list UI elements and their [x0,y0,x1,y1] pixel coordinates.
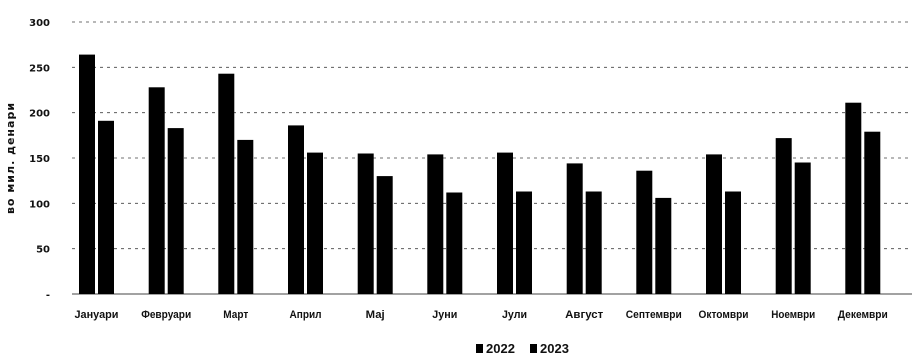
y-tick-100: 100 [29,199,50,210]
x-tick-11: Ноември [771,309,815,321]
x-tick-4: Април [290,309,322,321]
y-tick-150: 150 [29,154,50,165]
bar-2022-8 [566,163,583,294]
x-tick-7: Јули [502,309,527,321]
legend-label-2022: 2022 [486,341,515,356]
y-tick-250: 250 [29,63,50,74]
x-tick-6: Јуни [432,309,457,321]
x-axis-ticks: Јануари Февруари Март Април Мај Јуни Јули Авгус… [75,309,888,321]
legend-swatch-2022 [476,344,483,353]
bar-2023-5 [376,176,393,294]
y-tick-50: 50 [36,245,50,256]
bars [79,54,881,295]
bar-2022-12 [845,102,862,294]
bar-2023-1 [98,120,114,294]
x-tick-12: Декември [838,309,888,321]
bar-2022-6 [427,154,444,294]
bar-2023-11 [794,162,811,294]
bar-2023-6 [446,192,463,294]
x-tick-10: Октомври [699,309,749,321]
x-tick-5: Мај [366,309,385,321]
x-tick-3: Март [223,309,249,321]
gridlines [72,21,912,295]
y-axis-ticks: - 50 100 150 200 250 300 [29,18,50,301]
x-tick-9: Септември [626,309,682,321]
bar-2023-4 [307,152,323,294]
x-tick-1: Јануари [75,309,119,321]
bar-2023-9 [655,197,672,294]
y-tick-300: 300 [29,18,50,29]
bar-2023-8 [585,191,602,294]
y-tick-0: - [46,290,50,301]
legend: 2022 2023 [476,341,569,356]
x-tick-2: Февруари [141,309,191,321]
bar-2023-3 [237,139,254,294]
bar-2022-2 [148,87,165,294]
y-axis-label: во мил. денари [4,102,17,214]
bar-2022-7 [497,152,513,294]
legend-label-2023: 2023 [540,341,569,356]
bar-2022-4 [288,125,304,295]
bar-2022-9 [636,170,653,294]
y-tick-200: 200 [29,109,50,120]
bar-2022-11 [775,138,792,294]
bar-2022-1 [79,54,95,294]
legend-swatch-2023 [530,344,537,353]
bar-2023-2 [167,128,184,294]
bar-2023-10 [725,191,741,294]
bar-2022-3 [218,73,235,294]
bar-2022-5 [357,153,374,294]
bar-2023-12 [864,131,881,294]
x-tick-8: Август [565,309,604,321]
bar-2022-10 [706,154,722,294]
bar-2023-7 [516,191,532,294]
